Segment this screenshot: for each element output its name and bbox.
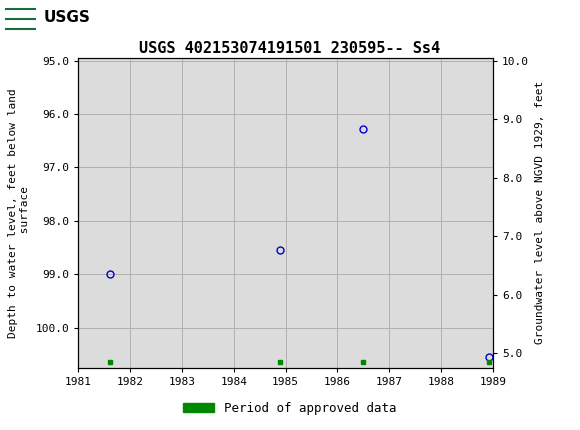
Y-axis label: Depth to water level, feet below land
 surface: Depth to water level, feet below land su… [8,88,30,338]
Y-axis label: Groundwater level above NGVD 1929, feet: Groundwater level above NGVD 1929, feet [535,81,545,344]
Legend: Period of approved data: Period of approved data [178,397,402,420]
Bar [3,3,78,32]
Text: USGS: USGS [44,10,90,25]
Text: USGS 402153074191501 230595-- Ss4: USGS 402153074191501 230595-- Ss4 [139,41,441,56]
